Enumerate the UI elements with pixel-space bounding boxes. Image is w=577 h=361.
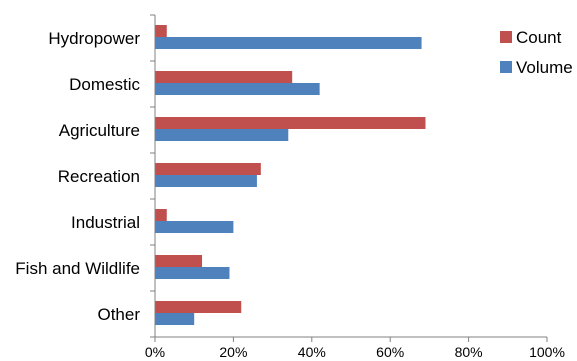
- bar-count-fish-and-wildlife: [155, 255, 203, 267]
- ticks-group: [150, 14, 548, 342]
- legend: Count Volume: [500, 28, 573, 77]
- bar-count-domestic: [155, 71, 293, 83]
- legend-swatch-volume: [500, 61, 512, 73]
- category-label-industrial: Industrial: [71, 213, 140, 232]
- bar-count-other: [155, 301, 242, 313]
- x-tick-label-0: 0%: [145, 344, 165, 360]
- bar-count-industrial: [155, 209, 167, 221]
- bar-volume-fish-and-wildlife: [155, 267, 230, 279]
- category-labels: Hydropower Domestic Agriculture Recreation I…: [15, 29, 140, 324]
- x-tick-label-1: 20%: [219, 344, 247, 360]
- legend-label-volume: Volume: [516, 58, 573, 77]
- category-label-hydropower: Hydropower: [48, 29, 140, 48]
- category-label-agriculture: Agriculture: [59, 121, 140, 140]
- category-label-fish-and-wildlife: Fish and Wildlife: [15, 259, 140, 278]
- bar-count-agriculture: [155, 117, 426, 129]
- bar-volume-agriculture: [155, 129, 289, 141]
- bar-volume-hydropower: [155, 37, 422, 49]
- category-label-other: Other: [97, 305, 140, 324]
- bar-volume-recreation: [155, 175, 257, 187]
- x-tick-label-2: 40%: [298, 344, 326, 360]
- axes-group: [154, 15, 547, 338]
- x-tick-label-3: 60%: [376, 344, 404, 360]
- legend-swatch-count: [500, 31, 512, 43]
- x-tick-label-5: 100%: [529, 344, 565, 360]
- category-label-domestic: Domestic: [69, 75, 140, 94]
- legend-label-count: Count: [516, 28, 562, 47]
- bars-group: [155, 25, 426, 325]
- bar-volume-other: [155, 313, 195, 325]
- bar-count-recreation: [155, 163, 261, 175]
- bar-volume-domestic: [155, 83, 320, 95]
- bar-count-hydropower: [155, 25, 167, 37]
- x-tick-labels: 0% 20% 40% 60% 80% 100%: [145, 344, 565, 360]
- bar-volume-industrial: [155, 221, 234, 233]
- category-label-recreation: Recreation: [58, 167, 140, 186]
- x-tick-label-4: 80%: [455, 344, 483, 360]
